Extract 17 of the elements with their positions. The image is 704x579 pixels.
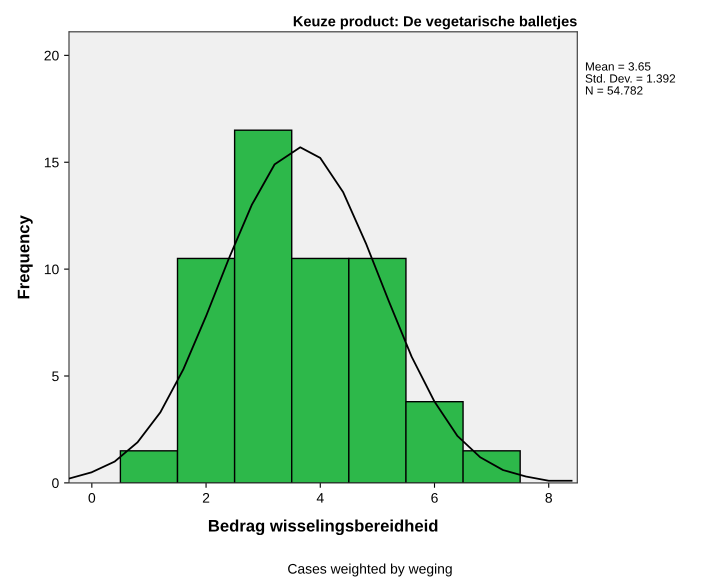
- text: Mean = 3.65: [586, 62, 650, 71]
- x-tick-label: 0: [88, 492, 96, 503]
- y-tick-label: 20: [44, 50, 59, 61]
- y-tick-label: 5: [52, 371, 59, 382]
- x-axis-title: Bedrag wisselingsbereidheid: [208, 519, 438, 536]
- y-tick-label: 10: [44, 264, 59, 274]
- chart-title: Keuze product: De vegetarische balletjes: [294, 16, 577, 30]
- y-axis-title: Frequency: [18, 215, 33, 298]
- y-tick-label: 15: [44, 158, 59, 168]
- text: N = 54.782: [586, 86, 642, 95]
- x-tick-label: 8: [545, 492, 552, 503]
- text: Std. Dev. = 1.392: [586, 74, 676, 83]
- y-tick-label: 0: [52, 478, 59, 488]
- x-tick-label: 2: [202, 492, 210, 503]
- x-tick-label: 4: [316, 493, 324, 503]
- x-tick-label: 6: [431, 492, 438, 503]
- text: Cases weighted by weging: [288, 564, 452, 576]
